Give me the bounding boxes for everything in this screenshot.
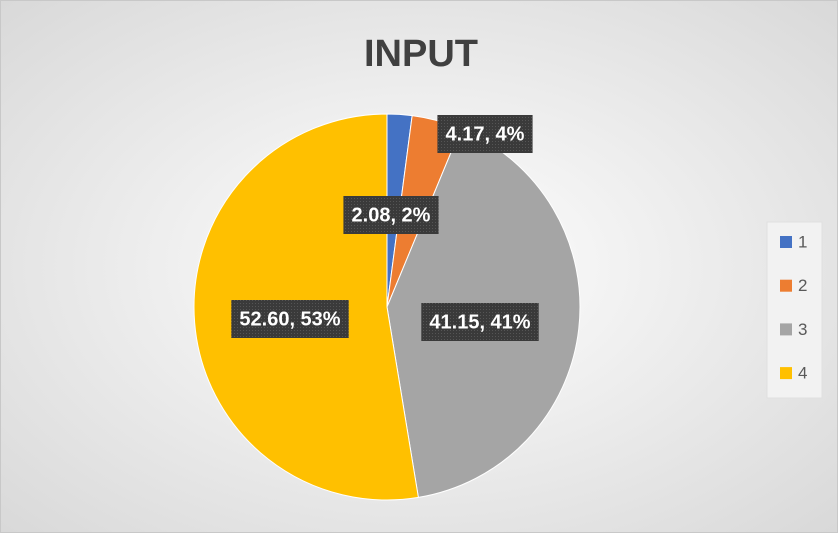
legend-label: 3 <box>798 320 807 339</box>
legend-swatch <box>780 236 792 248</box>
data-label: 2.08, 2% <box>352 204 431 226</box>
data-label: 52.60, 53% <box>239 308 340 330</box>
legend-label: 2 <box>798 276 807 295</box>
legend-swatch <box>780 367 792 380</box>
chart-title: INPUT <box>364 33 478 75</box>
legend-box <box>766 221 823 399</box>
legend-label: 4 <box>798 364 807 383</box>
data-label-box <box>343 196 439 234</box>
legend-label: 1 <box>798 232 807 251</box>
legend-swatch <box>780 279 792 292</box>
data-label-box <box>437 115 533 153</box>
data-label-box <box>421 303 539 341</box>
data-label: 4.17, 4% <box>446 123 525 145</box>
data-label: 41.15, 41% <box>429 311 530 333</box>
data-label-box <box>231 300 349 338</box>
legend-swatch <box>780 323 792 336</box>
